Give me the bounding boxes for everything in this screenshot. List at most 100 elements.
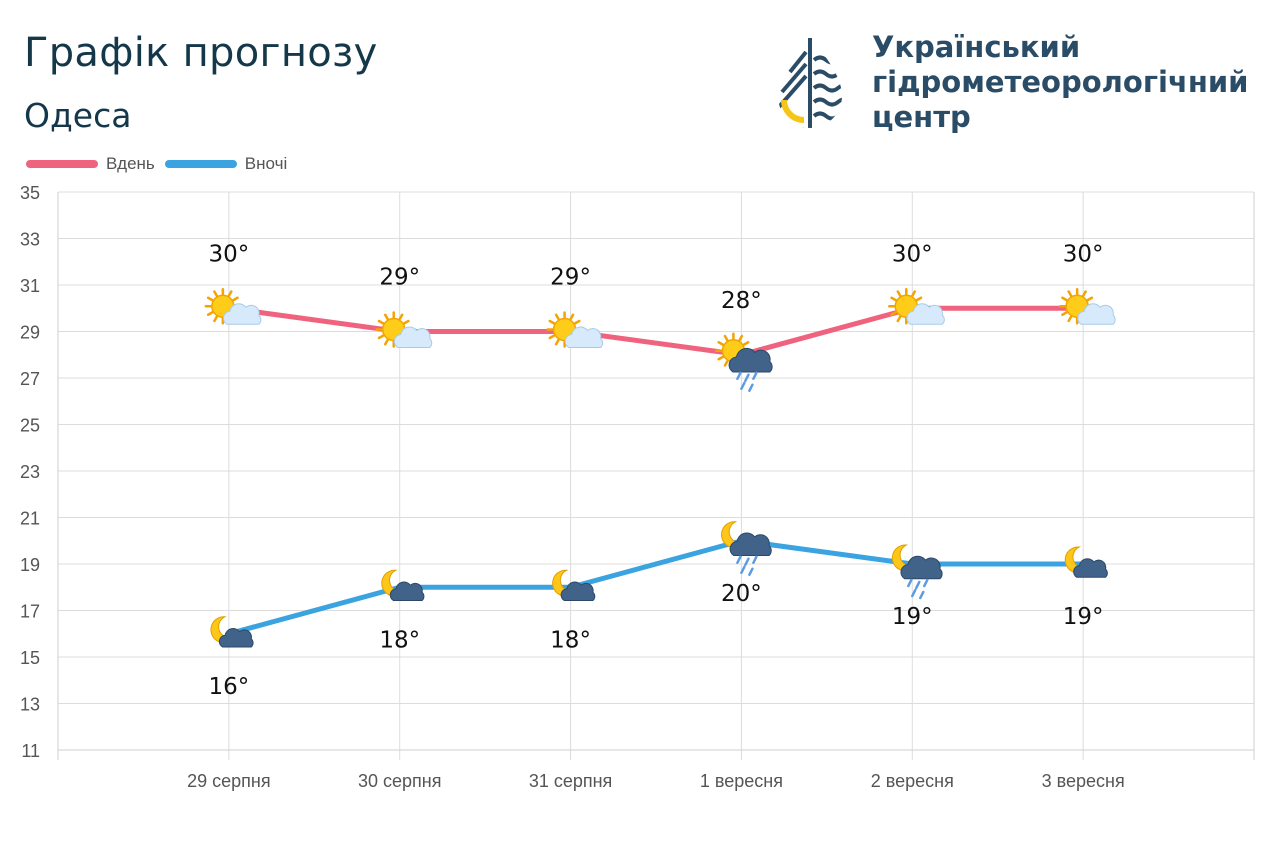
- y-tick-label: 23: [20, 462, 40, 482]
- sun-ray: [723, 359, 729, 367]
- data-label-night: 20°: [721, 581, 762, 607]
- y-tick-label: 35: [20, 183, 40, 203]
- rain-drop: [736, 555, 742, 564]
- rain-drop: [744, 373, 750, 382]
- y-tick-label: 27: [20, 369, 40, 389]
- cloud-shape: [906, 303, 945, 325]
- sun-ray: [206, 311, 214, 316]
- moon-rain-cloud-icon: [891, 544, 943, 600]
- moon-cloud-icon: [1064, 546, 1108, 578]
- sun-ray: [383, 313, 389, 321]
- legend-item-day[interactable]: Вдень: [26, 154, 155, 174]
- sun-ray: [227, 290, 233, 298]
- cloud-shape: [729, 532, 772, 557]
- sun-cloud-icon: [1058, 288, 1116, 325]
- sun-ray: [231, 296, 239, 302]
- legend-item-night[interactable]: Вночі: [164, 154, 287, 174]
- rain-drop: [748, 567, 754, 576]
- sun-ray: [717, 341, 725, 346]
- sun-ray: [1061, 311, 1069, 316]
- sun-ray: [554, 313, 560, 321]
- sun-cloud-icon: [204, 288, 262, 325]
- y-tick-label: 31: [20, 276, 40, 296]
- y-tick-label: 29: [20, 323, 40, 343]
- x-tick-label: 2 вересня: [871, 771, 954, 791]
- sun-cloud-icon: [888, 288, 945, 325]
- cloud-shape: [560, 581, 596, 601]
- sun-ray: [398, 313, 404, 321]
- rain-drop: [744, 557, 750, 566]
- legend-label-day: Вдень: [106, 154, 155, 173]
- sun-ray: [213, 315, 219, 323]
- sun-ray: [569, 313, 575, 321]
- sun-ray: [915, 296, 923, 302]
- y-tick-label: 19: [20, 555, 40, 575]
- rain-drop: [907, 578, 913, 588]
- sun-ray: [548, 334, 556, 340]
- sun-cloud-icon: [546, 311, 604, 348]
- sun-ray: [377, 334, 385, 340]
- sun-rain-cloud-icon: [715, 332, 773, 392]
- rain-drop: [915, 580, 921, 590]
- sun-ray: [1067, 290, 1073, 298]
- data-label-night: 18°: [379, 627, 420, 653]
- data-label-day: 29°: [379, 265, 420, 291]
- sun-cloud-icon: [375, 311, 433, 348]
- rain-drop: [736, 371, 742, 380]
- y-tick-label: 13: [20, 695, 40, 715]
- y-tick-label: 25: [20, 416, 40, 436]
- sun-ray: [402, 319, 410, 325]
- y-tick-label: 33: [20, 230, 40, 250]
- moon-rain-cloud-icon: [721, 521, 772, 576]
- cloud-shape: [389, 581, 425, 601]
- rain-drop: [740, 381, 746, 390]
- rain-drop: [748, 383, 754, 392]
- rain-drop: [911, 588, 917, 598]
- sun-ray: [573, 319, 581, 325]
- moon-cloud-icon: [210, 616, 254, 648]
- sun-ray: [554, 338, 560, 346]
- rain-drop: [752, 371, 758, 380]
- data-label-night: 16°: [208, 674, 249, 700]
- rain-drop: [752, 555, 758, 564]
- x-tick-label: 29 серпня: [187, 771, 270, 791]
- cloud-shape: [1077, 303, 1116, 325]
- data-label-night: 19°: [892, 604, 933, 630]
- org-line-3: центр: [872, 100, 971, 134]
- sun-ray: [1067, 315, 1073, 323]
- data-label-day: 30°: [1063, 241, 1104, 267]
- y-tick-label: 17: [20, 602, 40, 622]
- data-label-night: 19°: [1063, 604, 1104, 630]
- sun-ray: [717, 355, 725, 361]
- data-label-day: 30°: [892, 241, 933, 267]
- sun-ray: [896, 315, 902, 323]
- moon-cloud-icon: [381, 569, 425, 601]
- y-tick-label: 11: [21, 741, 40, 761]
- cloud-shape: [222, 303, 262, 325]
- sun-ray: [890, 296, 898, 302]
- x-tick-label: 3 вересня: [1042, 771, 1125, 791]
- org-line-1: Український: [872, 30, 1081, 64]
- data-label-day: 29°: [550, 265, 591, 291]
- page-title: Графік прогнозу: [24, 30, 378, 76]
- data-label-day: 30°: [208, 241, 249, 267]
- sun-ray: [738, 334, 744, 342]
- sun-ray: [1081, 290, 1087, 298]
- cloud-shape: [1073, 558, 1108, 578]
- y-tick-label: 15: [20, 648, 40, 668]
- sun-ray: [1061, 296, 1069, 302]
- series-line-night: [226, 538, 1086, 637]
- sun-ray: [213, 290, 219, 298]
- organization-name: Український гідрометеорологічний центр: [872, 30, 1249, 135]
- chart-legend: Вдень Вночі: [26, 154, 297, 174]
- cloud-shape: [900, 555, 943, 580]
- cloud-shape: [728, 347, 773, 373]
- cloud-shape: [564, 326, 604, 348]
- sun-ray: [742, 341, 750, 346]
- city-name: Одеса: [24, 96, 132, 135]
- x-tick-label: 1 вересня: [700, 771, 783, 791]
- sun-ray: [896, 290, 902, 298]
- y-tick-label: 21: [20, 509, 40, 529]
- sun-ray: [723, 334, 729, 342]
